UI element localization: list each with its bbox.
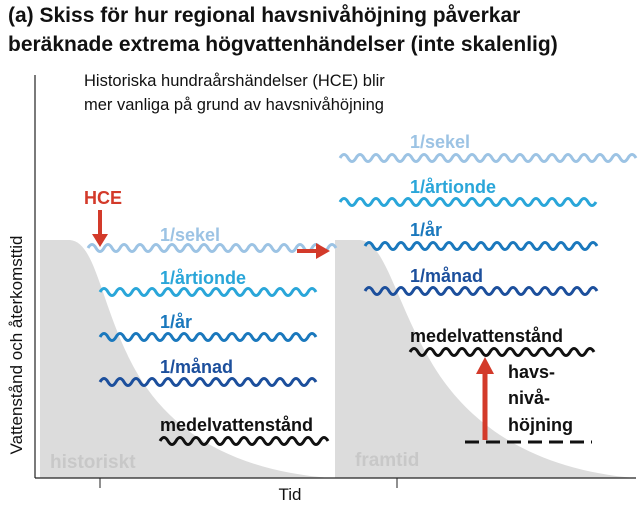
wave-line — [363, 286, 599, 296]
level-label: 1/sekel — [410, 132, 470, 152]
hce-arrow-head — [92, 234, 108, 247]
level-label: medelvattenstånd — [410, 326, 563, 346]
rise-arrow-head — [476, 357, 494, 374]
wave-line — [338, 153, 638, 163]
wave-line — [338, 197, 598, 207]
wave-lines — [86, 153, 638, 446]
level-label: medelvattenstånd — [160, 415, 313, 435]
subtitle: mer vanliga på grund av havsnivåhöjning — [84, 96, 384, 114]
level-label: 1/sekel — [160, 225, 220, 245]
rise-label: havs- — [508, 362, 555, 382]
x-axis-label: Tid — [279, 485, 302, 504]
title: (a) Skiss för hur regional havsnivåhöjni… — [8, 4, 520, 27]
y-axis-label: Vattenstånd och återkomsttid — [7, 236, 26, 455]
title: beräknade extrema högvattenhändelser (in… — [8, 33, 558, 56]
panel-label: framtid — [355, 450, 419, 471]
wave-line — [158, 436, 330, 446]
level-label: 1/årtionde — [410, 177, 496, 197]
shore-historic — [40, 240, 330, 478]
rise-label: höjning — [508, 415, 573, 435]
wave-line — [363, 241, 599, 251]
wave-line — [98, 377, 318, 387]
wave-line — [98, 332, 318, 342]
hce-label: HCE — [84, 188, 122, 208]
wave-line — [408, 347, 596, 357]
level-label: 1/månad — [410, 266, 483, 286]
subtitle: Historiska hundraårshändelser (HCE) blir — [84, 72, 385, 90]
wave-line — [98, 287, 318, 297]
panel-label: historiskt — [50, 452, 136, 473]
time-arrow-head — [316, 243, 330, 259]
rise-label: nivå- — [508, 388, 550, 408]
wave-line — [86, 243, 338, 253]
level-label: 1/år — [160, 312, 192, 332]
level-label: 1/år — [410, 220, 442, 240]
level-label: 1/månad — [160, 357, 233, 377]
level-label: 1/årtionde — [160, 268, 246, 288]
shore-future — [335, 240, 635, 478]
